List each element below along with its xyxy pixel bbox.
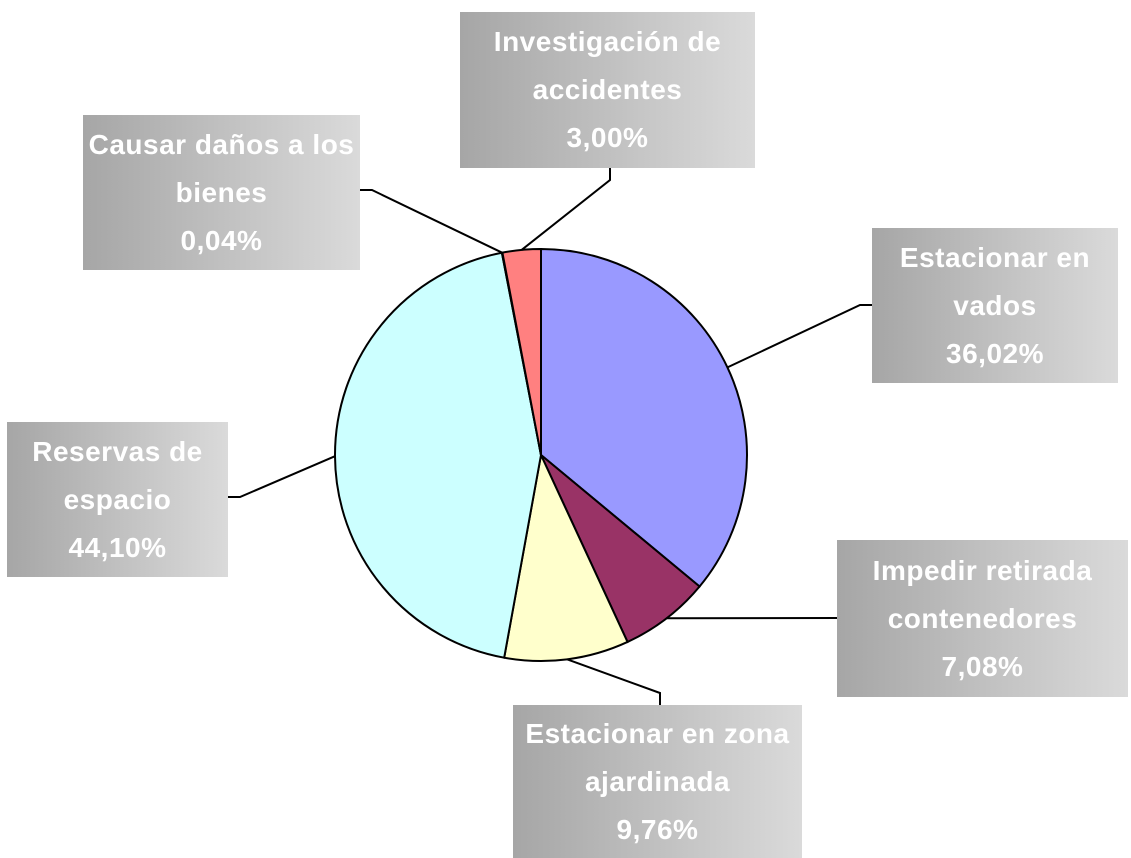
pie-slice — [501, 247, 542, 456]
pie-slice — [503, 451, 629, 662]
data-label: Estacionar en zona ajardinada 9,76% — [513, 705, 802, 858]
data-label: Reservas de espacio 44,10% — [7, 422, 228, 577]
category-label: Investigación de accidentes — [493, 26, 722, 105]
leader-line — [360, 189, 503, 254]
leader-line — [520, 168, 611, 251]
value-label: 3,00% — [566, 122, 649, 153]
category-label: Reservas de espacio — [32, 435, 203, 515]
value-label: 44,10% — [68, 531, 167, 563]
data-label: Impedir retirada contenedores 7,08% — [837, 540, 1128, 697]
leader-line — [727, 304, 872, 369]
leader-line — [228, 455, 336, 498]
data-label: Causar daños a los bienes 0,04% — [83, 115, 360, 270]
value-label: 0,04% — [180, 224, 263, 256]
leader-line — [566, 658, 661, 705]
category-label: Impedir retirada contenedores — [872, 554, 1093, 634]
value-label: 9,76% — [616, 813, 699, 845]
value-label: 7,08% — [941, 650, 1024, 682]
category-label: Causar daños a los bienes — [88, 128, 355, 208]
category-label: Estacionar en zona ajardinada — [525, 717, 790, 797]
data-label: Investigación de accidentes 3,00% — [460, 12, 755, 168]
category-label: Estacionar en vados — [899, 241, 1091, 321]
data-label: Estacionar en vados 36,02% — [872, 228, 1118, 383]
pie-slice — [540, 247, 748, 588]
pie-slice — [334, 251, 543, 659]
value-label: 36,02% — [946, 337, 1044, 369]
